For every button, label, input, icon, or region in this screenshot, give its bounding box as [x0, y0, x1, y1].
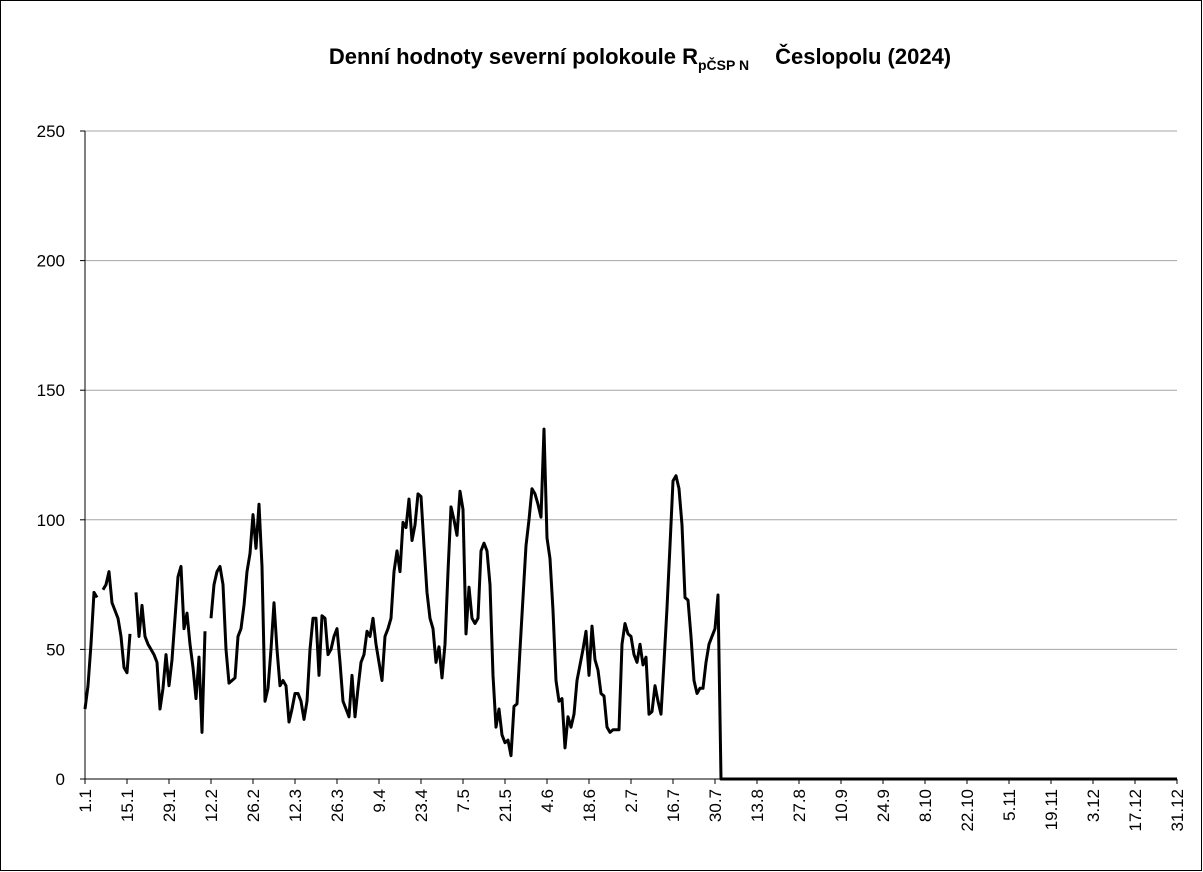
x-tick-label: 27.8 [790, 789, 809, 822]
title-main: Denní hodnoty severní polokoule R [329, 44, 698, 69]
x-tick-label: 5.11 [1000, 789, 1019, 821]
x-tick-label: 13.8 [748, 789, 767, 822]
x-tick-label: 16.7 [664, 789, 683, 822]
y-tick-label: 150 [37, 381, 65, 400]
x-tick-label: 18.6 [580, 789, 599, 822]
x-tick-label: 29.1 [160, 789, 179, 822]
x-tick-label: 26.3 [328, 789, 347, 822]
y-tick-label: 0 [56, 770, 65, 789]
data-line [83, 427, 1177, 781]
x-tick-label: 10.9 [832, 789, 851, 822]
x-tick-label: 4.6 [538, 789, 557, 813]
x-tick-label: 12.3 [286, 789, 305, 822]
y-tick-label: 200 [37, 252, 65, 271]
x-tick-label: 30.7 [706, 789, 725, 822]
x-tick-label: 3.12 [1084, 789, 1103, 822]
x-tick-label: 24.9 [874, 789, 893, 822]
title-suffix: Česlopolu (2024) [775, 44, 951, 69]
y-tick-label: 250 [37, 122, 65, 141]
x-tick-label: 15.1 [118, 789, 137, 822]
x-tick-label: 9.4 [370, 789, 389, 813]
x-tick-label: 21.5 [496, 789, 515, 822]
chart-title: Denní hodnoty severní polokoule RpČSP N Č… [329, 44, 951, 73]
x-tick-label: 1.1 [76, 789, 95, 813]
x-tick-label: 19.11 [1042, 789, 1061, 830]
x-tick-label: 12.2 [202, 789, 221, 822]
x-tick-label: 31.12 [1168, 789, 1187, 832]
x-tick-label: 22.10 [958, 789, 977, 832]
x-tick-label: 26.2 [244, 789, 263, 822]
x-tick-label: 7.5 [454, 789, 473, 813]
x-tick-label: 8.10 [916, 789, 935, 822]
y-tick-label: 50 [46, 640, 65, 659]
x-tick-label: 17.12 [1126, 789, 1145, 832]
title-subscript: pČSP N [698, 56, 749, 73]
x-tick-label: 2.7 [622, 789, 641, 813]
x-tick-label: 23.4 [412, 789, 431, 822]
y-tick-label: 100 [37, 511, 65, 530]
